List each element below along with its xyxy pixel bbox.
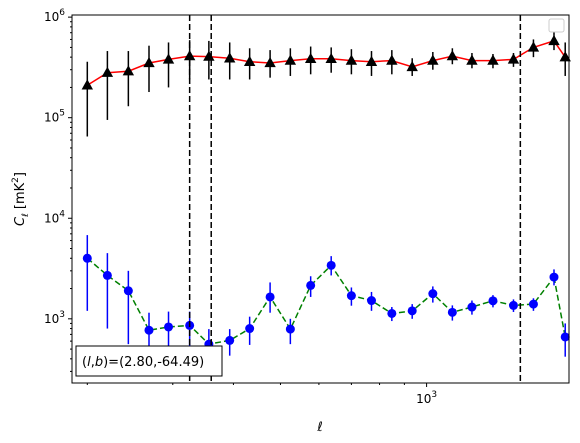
- series-2-line-end: [553, 276, 566, 338]
- triangle-marker: [325, 52, 337, 64]
- triangle-marker: [101, 66, 114, 77]
- triangle-marker: [466, 54, 478, 65]
- circle-marker: [164, 322, 174, 332]
- vertical-lines: [188, 15, 522, 383]
- triangle-marker: [264, 56, 276, 68]
- circle-marker: [82, 253, 92, 263]
- triangle-marker: [386, 54, 398, 65]
- y-ticks: 103 104 105 106: [44, 8, 72, 372]
- triangle-marker: [507, 53, 520, 64]
- circle-marker: [528, 299, 538, 309]
- triangle-marker: [203, 50, 215, 61]
- circle-marker: [549, 272, 559, 282]
- circle-marker: [285, 324, 295, 334]
- y-axis-label: Cℓ [mK2]: [11, 172, 31, 226]
- circle-marker: [123, 286, 133, 296]
- circle-marker: [144, 325, 154, 335]
- triangle-marker: [427, 54, 439, 65]
- triangle-marker: [224, 52, 236, 63]
- triangle-marker: [284, 54, 297, 65]
- tick-label: 106: [44, 8, 65, 24]
- circle-marker: [225, 335, 235, 345]
- circle-marker: [387, 308, 397, 318]
- triangle-marker: [162, 53, 175, 64]
- triangle-marker: [81, 79, 93, 90]
- circle-marker: [560, 332, 570, 342]
- legend: [548, 18, 565, 33]
- circle-marker: [488, 296, 498, 306]
- circle-marker: [265, 292, 275, 302]
- circle-marker: [346, 291, 356, 301]
- triangle-marker: [345, 54, 358, 65]
- circle-marker: [447, 307, 457, 317]
- series-2: [82, 235, 570, 357]
- circle-marker: [326, 260, 336, 270]
- annotation-box: (l,b)=(2.80,-64.49): [75, 345, 223, 377]
- series-1: [81, 31, 571, 137]
- triangle-marker: [243, 55, 256, 66]
- x-axis-label: ℓ: [316, 420, 322, 435]
- tick-label: 103: [44, 310, 65, 326]
- circle-marker: [245, 324, 255, 334]
- circle-marker: [428, 289, 438, 299]
- plot-marks: [81, 31, 571, 357]
- circle-marker: [306, 280, 316, 290]
- x-ticks: 103: [86, 383, 437, 406]
- svg-text:Cℓ [mK2]: Cℓ [mK2]: [11, 172, 31, 226]
- triangle-marker: [143, 56, 155, 68]
- triangle-marker: [527, 41, 540, 52]
- triangle-marker: [122, 65, 135, 76]
- tick-label: 103: [416, 390, 437, 406]
- triangle-marker: [559, 51, 571, 62]
- circle-marker: [407, 306, 417, 316]
- circle-marker: [508, 300, 518, 310]
- triangle-marker: [406, 60, 418, 72]
- triangle-marker: [446, 50, 459, 61]
- plot-frame: [71, 14, 570, 384]
- triangle-marker: [487, 54, 499, 65]
- triangle-marker: [304, 52, 317, 64]
- triangle-marker: [548, 34, 560, 46]
- circle-marker: [467, 302, 477, 312]
- annotation-text: (l,b)=(2.80,-64.49): [82, 355, 204, 370]
- circle-marker: [366, 296, 376, 306]
- tick-label: 104: [44, 209, 65, 225]
- legend-box: [548, 18, 565, 33]
- circle-marker: [102, 270, 112, 280]
- tick-label: 105: [44, 109, 65, 125]
- triangle-marker: [365, 55, 378, 66]
